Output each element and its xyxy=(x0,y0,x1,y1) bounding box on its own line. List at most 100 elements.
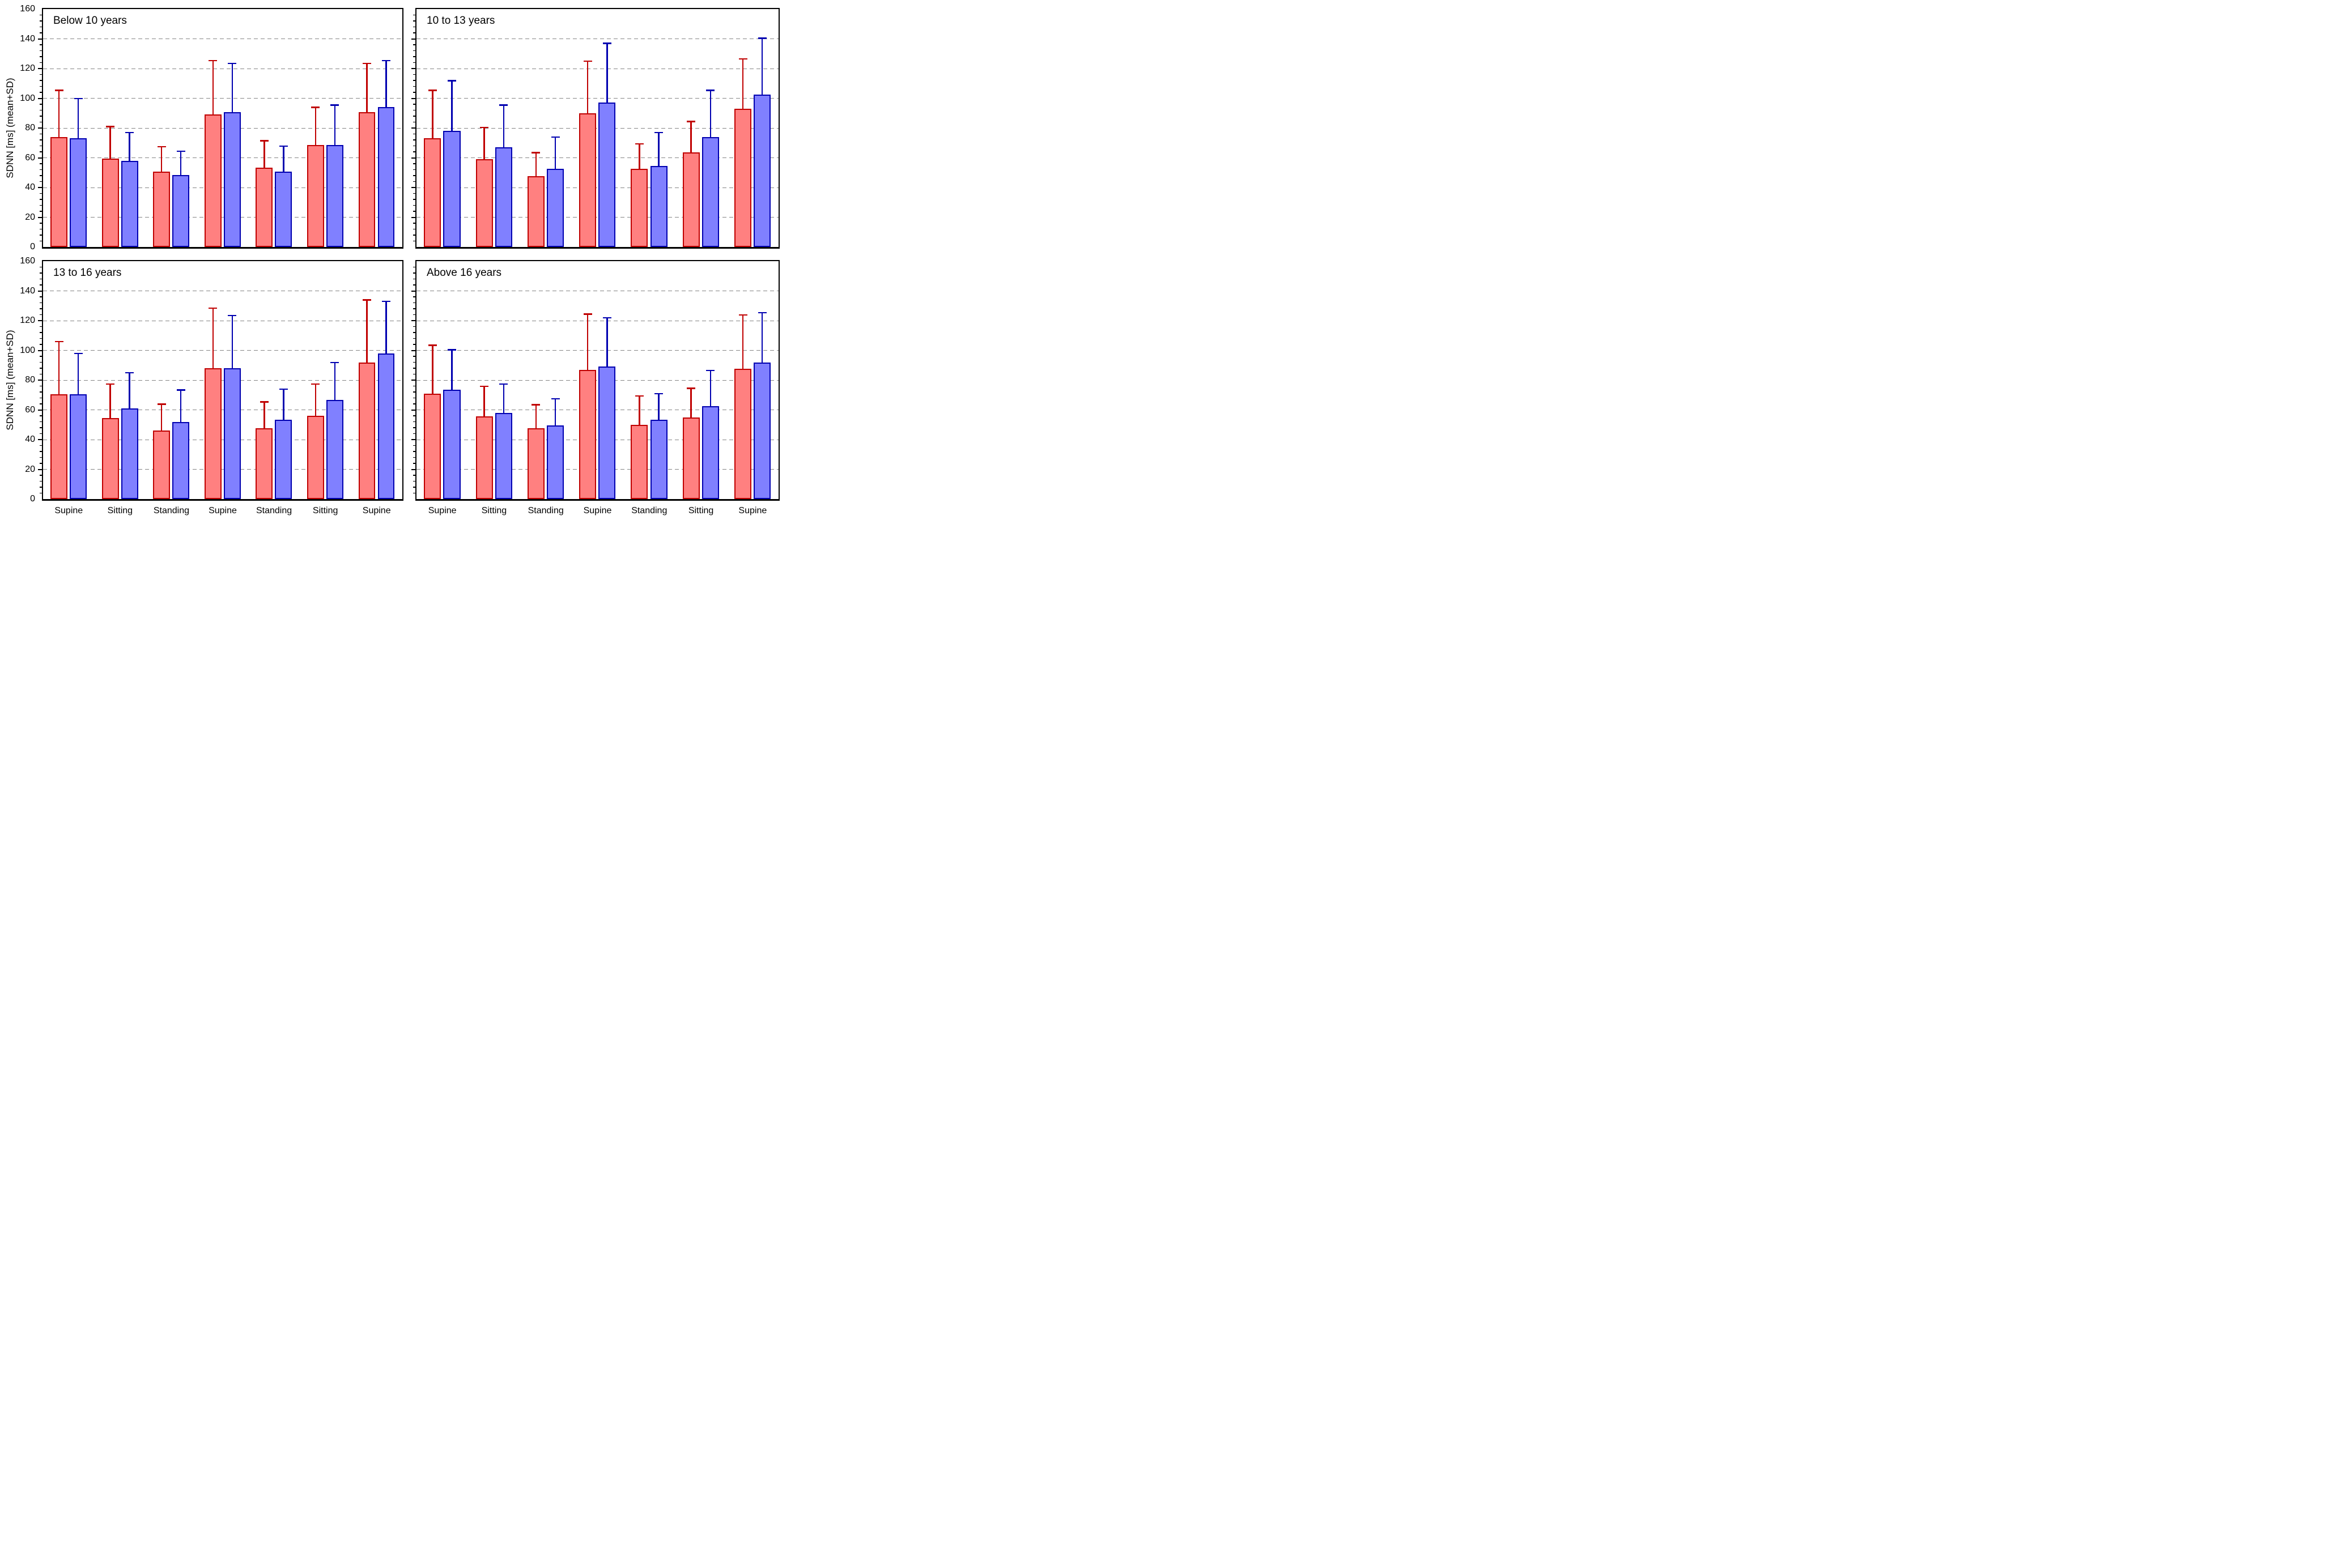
error-cap-red xyxy=(532,404,541,406)
y-minor-tick xyxy=(413,308,415,309)
y-minor-tick xyxy=(40,62,42,63)
error-bar-red-standing xyxy=(639,143,640,172)
error-cap-red xyxy=(157,403,166,405)
error-bar-red-sitting xyxy=(314,107,317,148)
x-label-standing: Standing xyxy=(256,506,292,515)
error-cap-red xyxy=(54,90,63,91)
y-minor-tick xyxy=(413,121,415,123)
y-minor-tick xyxy=(413,427,415,428)
bar-blue-supine xyxy=(70,394,87,499)
y-major-tick xyxy=(38,320,42,321)
bar-blue-sitting xyxy=(495,412,512,499)
bar-blue-supine xyxy=(443,131,461,247)
bar-blue-supine xyxy=(377,107,395,247)
y-minor-tick xyxy=(40,56,42,57)
error-cap-red xyxy=(583,60,592,62)
y-major-tick xyxy=(411,320,415,321)
y-major-tick xyxy=(38,409,42,411)
error-bar-blue-supine xyxy=(606,43,608,105)
panel-above-16-years: Above 16 years Supine Sitting Standing Supi… xyxy=(411,260,780,515)
error-bar-red-sitting xyxy=(314,384,317,418)
y-minor-tick xyxy=(413,332,415,333)
error-cap-blue xyxy=(125,131,134,134)
error-bar-blue-supine xyxy=(451,80,453,134)
y-major-tick xyxy=(411,127,415,129)
x-label-sitting: Sitting xyxy=(107,506,133,515)
y-minor-tick xyxy=(413,278,415,280)
error-bar-red-sitting xyxy=(483,127,485,162)
y-major-tick xyxy=(38,380,42,381)
y-major-tick xyxy=(411,290,415,292)
error-cap-red xyxy=(480,126,489,129)
bar-blue-supine xyxy=(377,353,395,499)
error-bar-blue-standing xyxy=(180,390,182,424)
figure: SDNN [ms] (mean+SD) SDNN [ms] (mean+SD) … xyxy=(0,0,784,523)
y-tick-label-80: 80 xyxy=(25,123,35,133)
bar-red-supine xyxy=(424,393,441,499)
error-cap-red xyxy=(260,401,269,403)
y-minor-tick xyxy=(40,457,42,458)
bar-blue-supine xyxy=(754,94,771,247)
y-minor-tick xyxy=(413,445,415,446)
bar-blue-standing xyxy=(650,165,668,247)
error-bar-blue-supine xyxy=(77,98,79,141)
error-bar-red-supine xyxy=(586,61,589,116)
gridline-60 xyxy=(416,157,779,158)
y-major-tick xyxy=(38,68,42,69)
panel-title: Above 16 years xyxy=(427,267,502,279)
y-minor-tick xyxy=(413,302,415,304)
y-tick-label-120: 120 xyxy=(20,63,35,73)
bar-blue-standing xyxy=(547,425,564,499)
error-cap-blue xyxy=(654,131,664,134)
y-minor-tick xyxy=(413,296,415,297)
error-cap-red xyxy=(428,90,437,91)
y-minor-tick xyxy=(40,373,42,375)
error-bar-red-supine xyxy=(58,90,60,139)
y-minor-tick xyxy=(40,415,42,416)
bar-red-supine xyxy=(204,368,222,499)
gridline-100 xyxy=(416,350,779,351)
y-minor-tick xyxy=(40,228,42,230)
y-tick-label-80: 80 xyxy=(25,375,35,385)
x-label-standing: Standing xyxy=(528,506,564,515)
y-minor-tick xyxy=(40,145,42,147)
error-cap-red xyxy=(209,59,218,62)
bar-red-sitting xyxy=(101,417,119,499)
y-major-tick xyxy=(38,38,42,40)
y-minor-tick xyxy=(40,151,42,152)
gridline-100 xyxy=(43,350,402,351)
panel-title: 13 to 16 years xyxy=(53,267,122,279)
y-minor-tick xyxy=(413,211,415,212)
error-bar-blue-supine xyxy=(231,63,233,115)
error-bar-blue-sitting xyxy=(709,90,712,139)
gridline-100 xyxy=(416,98,779,99)
error-cap-red xyxy=(311,106,320,108)
y-minor-tick xyxy=(40,278,42,280)
y-minor-tick xyxy=(413,433,415,434)
error-bar-red-sitting xyxy=(483,386,485,419)
y-minor-tick xyxy=(40,492,42,494)
y-minor-tick xyxy=(40,296,42,297)
y-minor-tick xyxy=(40,284,42,286)
y-major-tick xyxy=(38,468,42,470)
y-major-tick xyxy=(411,38,415,40)
y-minor-tick xyxy=(413,284,415,286)
y-minor-tick xyxy=(40,116,42,117)
error-bar-blue-standing xyxy=(658,393,660,422)
y-minor-tick xyxy=(40,356,42,357)
error-bar-red-standing xyxy=(639,395,640,427)
bar-blue-supine xyxy=(598,367,616,499)
y-minor-tick xyxy=(413,44,415,45)
panel-below-10-years: Below 10 years 0 20 40 60 80 100 120 140 160 xyxy=(20,4,403,252)
error-bar-blue-supine xyxy=(385,60,387,110)
error-cap-blue xyxy=(125,372,134,374)
error-bar-blue-sitting xyxy=(334,362,336,403)
y-minor-tick xyxy=(413,373,415,375)
y-major-tick xyxy=(411,187,415,188)
y-minor-tick xyxy=(413,56,415,57)
y-major-tick xyxy=(411,350,415,351)
bar-red-standing xyxy=(527,176,545,247)
x-label-supine: Supine xyxy=(428,506,457,515)
y-minor-tick xyxy=(413,415,415,416)
y-minor-tick xyxy=(413,361,415,363)
